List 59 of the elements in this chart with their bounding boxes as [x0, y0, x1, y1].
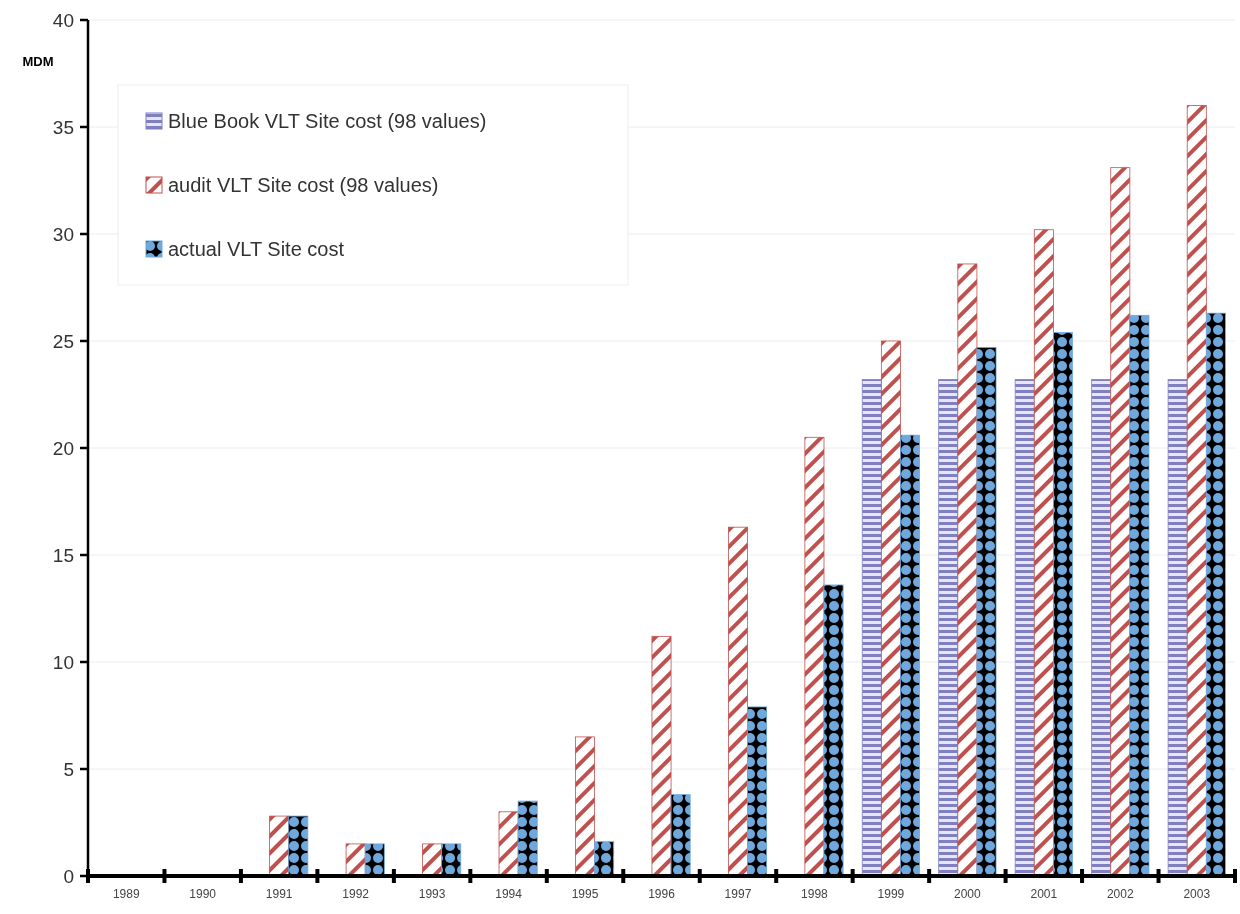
x-tick-label: 1999 — [877, 887, 905, 901]
bar — [422, 843, 443, 877]
bar — [345, 843, 366, 877]
x-tick-label: 2002 — [1106, 887, 1134, 901]
x-tick-label: 1997 — [724, 887, 752, 901]
bar — [1052, 332, 1073, 877]
x-tick-label: 2001 — [1030, 887, 1058, 901]
x-tick-label: 2003 — [1183, 887, 1211, 901]
bar — [880, 340, 901, 877]
legend-label: Blue Book VLT Site cost (98 values) — [168, 110, 487, 132]
y-tick-label: 0 — [63, 865, 74, 887]
bar — [1033, 229, 1054, 877]
bar — [441, 843, 462, 877]
bar — [957, 263, 978, 877]
bar — [938, 379, 959, 877]
y-tick-label: 15 — [52, 544, 74, 566]
bar — [804, 436, 825, 877]
bar — [670, 794, 691, 877]
bar — [1167, 379, 1188, 877]
x-tick-label: 1994 — [495, 887, 523, 901]
bar — [823, 584, 844, 877]
y-tick-label: 10 — [52, 651, 74, 673]
bar — [1205, 312, 1226, 877]
bar — [861, 379, 882, 877]
bar — [594, 841, 615, 877]
y-tick-label: 30 — [52, 223, 74, 245]
x-tick-label: 1996 — [648, 887, 676, 901]
bar — [1014, 379, 1035, 877]
bar — [651, 635, 672, 877]
bar — [747, 706, 768, 877]
x-tick-label: 1989 — [112, 887, 140, 901]
x-tick-label: 1993 — [418, 887, 446, 901]
y-tick-label: 40 — [52, 9, 74, 31]
x-tick-label: 1998 — [801, 887, 829, 901]
bar — [976, 347, 997, 877]
legend-label: actual VLT Site cost — [168, 238, 345, 260]
x-tick-label: 1995 — [571, 887, 599, 901]
bar — [575, 736, 595, 877]
y-tick-label: 35 — [52, 116, 74, 138]
x-tick-label: 1992 — [342, 887, 370, 901]
bar — [1110, 167, 1131, 877]
bar — [364, 843, 385, 877]
x-tick-label: 1990 — [189, 887, 217, 901]
x-tick-label: 1991 — [265, 887, 293, 901]
bar — [1091, 379, 1112, 877]
bar — [728, 526, 748, 877]
y-tick-label: 25 — [52, 330, 74, 352]
legend-label: audit VLT Site cost (98 values) — [168, 174, 439, 196]
bar — [288, 815, 309, 877]
x-tick-label: 2000 — [954, 887, 982, 901]
y-tick-label: 5 — [63, 758, 74, 780]
bar — [517, 800, 538, 877]
bar — [269, 815, 290, 877]
bar — [1186, 105, 1207, 877]
y-tick-label: 20 — [52, 437, 74, 459]
bar — [1129, 314, 1150, 877]
y-axis-title: MDM — [22, 54, 54, 69]
bar — [498, 811, 519, 877]
bar — [900, 434, 920, 877]
